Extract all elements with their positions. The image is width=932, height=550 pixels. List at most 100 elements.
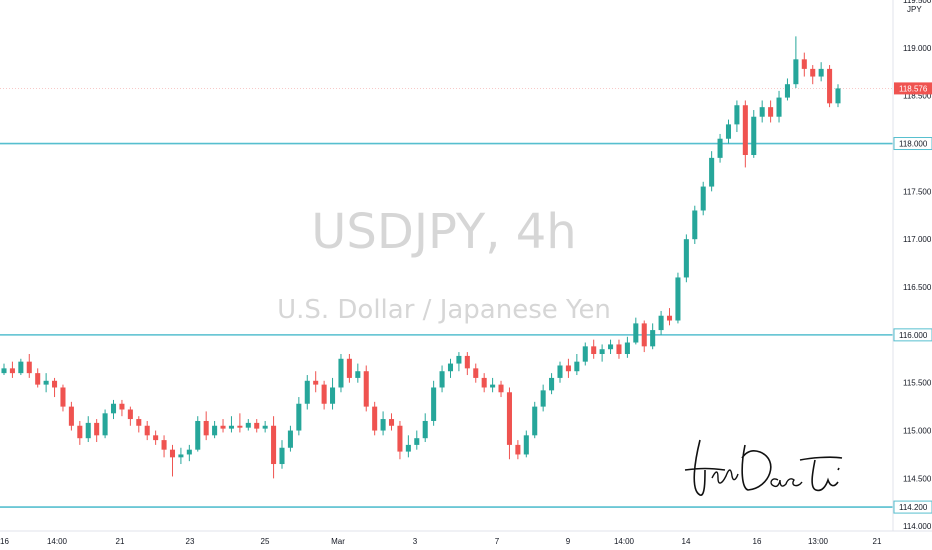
candle bbox=[388, 413, 395, 431]
x-tick-label: 3 bbox=[413, 537, 418, 546]
candle-body bbox=[599, 349, 605, 354]
candle bbox=[725, 119, 732, 144]
candle-body bbox=[296, 403, 302, 431]
candle-body bbox=[439, 371, 445, 388]
candle-body bbox=[77, 425, 83, 439]
candle bbox=[768, 100, 774, 123]
candle-body bbox=[254, 422, 260, 429]
candle-body bbox=[506, 392, 512, 445]
level-label-box bbox=[893, 137, 932, 151]
candle-body bbox=[195, 420, 201, 450]
candle bbox=[431, 380, 437, 426]
candle-body bbox=[464, 355, 470, 369]
candle bbox=[330, 377, 336, 410]
candle bbox=[262, 420, 268, 433]
candle bbox=[650, 323, 656, 350]
candle bbox=[608, 339, 614, 354]
x-tick-label: 7 bbox=[495, 537, 500, 546]
candle-body bbox=[641, 323, 647, 347]
x-tick-label: 21 bbox=[873, 537, 882, 546]
candles bbox=[1, 36, 841, 479]
level-label-1: 116.000 bbox=[899, 331, 928, 340]
candle-body bbox=[405, 444, 411, 452]
candle-body bbox=[363, 371, 369, 407]
candle-body bbox=[414, 438, 420, 445]
candle bbox=[818, 62, 824, 82]
candle-body bbox=[574, 361, 580, 372]
candle bbox=[549, 373, 555, 395]
candle-body bbox=[557, 365, 563, 378]
candle bbox=[271, 416, 277, 479]
candle bbox=[355, 363, 361, 383]
x-tick-label: 14 bbox=[682, 537, 691, 546]
x-tick-label: 16 bbox=[0, 537, 9, 546]
level-label-2: 114.200 bbox=[899, 503, 928, 512]
candle bbox=[178, 447, 184, 465]
candle-body bbox=[304, 380, 310, 404]
candle bbox=[801, 52, 807, 77]
price-axis[interactable]: 114.000 114.500 115.000 115.500 116.000 116.5… bbox=[893, 0, 932, 531]
y-tick-label: 117.500 bbox=[903, 187, 932, 196]
candle-body bbox=[523, 435, 529, 455]
candle bbox=[405, 435, 411, 458]
candle bbox=[296, 397, 302, 436]
candle bbox=[186, 444, 192, 462]
candle bbox=[666, 308, 673, 326]
signature-logo bbox=[684, 439, 843, 496]
candle-body bbox=[119, 403, 125, 410]
candle bbox=[490, 377, 496, 393]
x-tick-label: 13:00 bbox=[808, 537, 829, 546]
candle bbox=[481, 373, 487, 393]
candle bbox=[557, 361, 563, 383]
candle bbox=[422, 413, 428, 443]
candle bbox=[641, 320, 647, 353]
candle-body bbox=[549, 377, 555, 391]
x-tick-label: 21 bbox=[116, 537, 125, 546]
candle-body bbox=[1, 368, 7, 374]
candle-body bbox=[793, 59, 799, 85]
candle bbox=[658, 310, 664, 335]
candle-body bbox=[355, 371, 361, 378]
candle bbox=[254, 419, 260, 433]
candle-body bbox=[717, 138, 723, 158]
y-tick-label: 115.000 bbox=[903, 427, 932, 436]
candle bbox=[742, 100, 748, 168]
level-label-box bbox=[893, 328, 932, 342]
candle-body bbox=[26, 361, 32, 374]
candle-body bbox=[372, 406, 378, 431]
candle-body bbox=[784, 84, 790, 98]
time-axis[interactable]: 16 14:00 21 23 25 Mar 3 7 9 14:00 14 16 13:00 21 bbox=[0, 537, 882, 546]
candle bbox=[203, 411, 209, 441]
candle-body bbox=[52, 380, 58, 388]
candle-body bbox=[422, 420, 428, 439]
candle bbox=[624, 336, 630, 358]
candle bbox=[287, 425, 293, 452]
candle-body bbox=[161, 440, 167, 450]
candle-body bbox=[68, 406, 74, 426]
candle bbox=[363, 365, 369, 412]
candle bbox=[540, 384, 546, 412]
candle bbox=[675, 272, 681, 324]
candle-body bbox=[776, 97, 782, 117]
x-tick-label: 23 bbox=[186, 537, 195, 546]
candle bbox=[304, 375, 310, 410]
candle-body bbox=[633, 323, 639, 343]
candle bbox=[153, 430, 159, 445]
y-tick-label: 119.000 bbox=[903, 44, 932, 53]
candle-body bbox=[565, 365, 571, 372]
level-label-box bbox=[893, 500, 932, 514]
candle-body bbox=[271, 425, 277, 465]
candle-body bbox=[532, 406, 538, 436]
candle-body bbox=[751, 116, 757, 155]
candle bbox=[574, 354, 580, 376]
candle bbox=[119, 399, 125, 417]
candle-body bbox=[346, 358, 352, 378]
candle bbox=[456, 352, 462, 372]
candle-body bbox=[725, 124, 732, 139]
candle bbox=[565, 358, 571, 378]
watermark-title: USDJPY, 4h bbox=[311, 204, 576, 260]
candle-body bbox=[473, 368, 479, 378]
candle-body bbox=[759, 107, 765, 117]
candle bbox=[700, 181, 706, 216]
